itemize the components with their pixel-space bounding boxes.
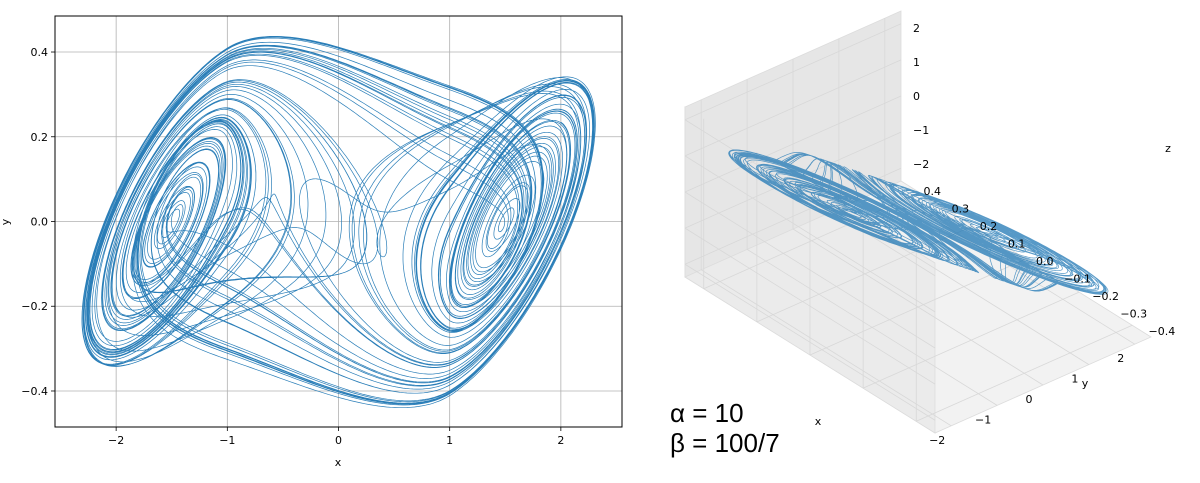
x-tick-label-2d: −1 — [219, 434, 235, 447]
z-tick-label-3d: 1 — [913, 56, 920, 69]
y-axis-label-2d: y — [0, 218, 12, 225]
gridline-3d — [684, 95, 902, 193]
x-tick-label-3d: −1 — [975, 413, 991, 426]
y-tick-label-3d: −0.1 — [1064, 273, 1091, 286]
y-tick-label-3d: −0.2 — [1092, 290, 1119, 303]
y-tick-label-2d: 0.0 — [31, 216, 49, 229]
x-tick-label-3d: 0 — [1026, 393, 1033, 406]
gridline-3d — [684, 23, 902, 121]
gridline-3d — [684, 59, 902, 157]
gridline-3d — [746, 249, 998, 406]
x-tick-label-3d: 2 — [1117, 352, 1124, 365]
x-tick-label-2d: 1 — [446, 434, 453, 447]
gridline-3d — [684, 155, 936, 313]
chart-2d: −2 −1 0 1 2 −0.4 −0.2 0.0 0.2 0.4 x y — [0, 15, 623, 469]
beta-label: β = 100/7 — [670, 428, 780, 458]
y-tick-label-3d: 0.4 — [924, 185, 942, 198]
x-tick-label-3d: 1 — [1071, 373, 1078, 386]
gridline-3d — [916, 324, 1133, 422]
x-tick-label-2d: 2 — [557, 434, 564, 447]
trajectory-line-2d — [81, 36, 596, 409]
ticks-2d: −2 −1 0 1 2 −0.4 −0.2 0.0 0.2 0.4 — [21, 46, 564, 447]
trajectory-line-3d — [728, 149, 1109, 295]
x-tick-label-2d: 0 — [335, 434, 342, 447]
x-axis-label-2d: x — [335, 456, 342, 469]
trajectory-3d — [728, 149, 1109, 295]
y-tick-label-3d: 0.3 — [952, 202, 970, 215]
alpha-label: α = 10 — [670, 398, 744, 428]
y-tick-label-2d: 0.2 — [31, 131, 49, 144]
z-tick-label-3d: −2 — [913, 158, 929, 171]
ticks-3d: −2 −1 0 1 2 −0.4−0.3−0.2−0.1 0.0 0.1 0.2 0.3 0.4 −2… — [913, 22, 1175, 447]
x-tick-label-3d: −2 — [929, 434, 945, 447]
trajectory-2d — [81, 36, 596, 409]
z-tick-label-3d: 2 — [913, 22, 920, 35]
y-tick-label-3d: 0.2 — [980, 220, 998, 233]
gridline-3d — [862, 291, 1080, 389]
z-tick-label-3d: 0 — [913, 90, 920, 103]
y-tick-label-3d: 0.0 — [1036, 255, 1054, 268]
z-tick-label-3d: −1 — [913, 124, 929, 137]
y-tick-label-2d: 0.4 — [31, 46, 49, 59]
z-axis-label-3d: z — [1165, 142, 1171, 155]
x-axis-label-3d: x — [815, 415, 822, 428]
gridline-3d — [684, 191, 936, 349]
y-tick-label-3d: 0.1 — [1008, 237, 1026, 250]
y-tick-label-3d: −0.4 — [1149, 325, 1176, 338]
y-tick-label-2d: −0.4 — [21, 385, 48, 398]
y-tick-label-3d: −0.3 — [1120, 308, 1147, 321]
y-axis-label-3d: y — [1082, 377, 1089, 390]
x-tick-label-2d: −2 — [108, 434, 124, 447]
y-tick-label-2d: −0.2 — [21, 300, 48, 313]
gridline-3d — [700, 269, 952, 427]
